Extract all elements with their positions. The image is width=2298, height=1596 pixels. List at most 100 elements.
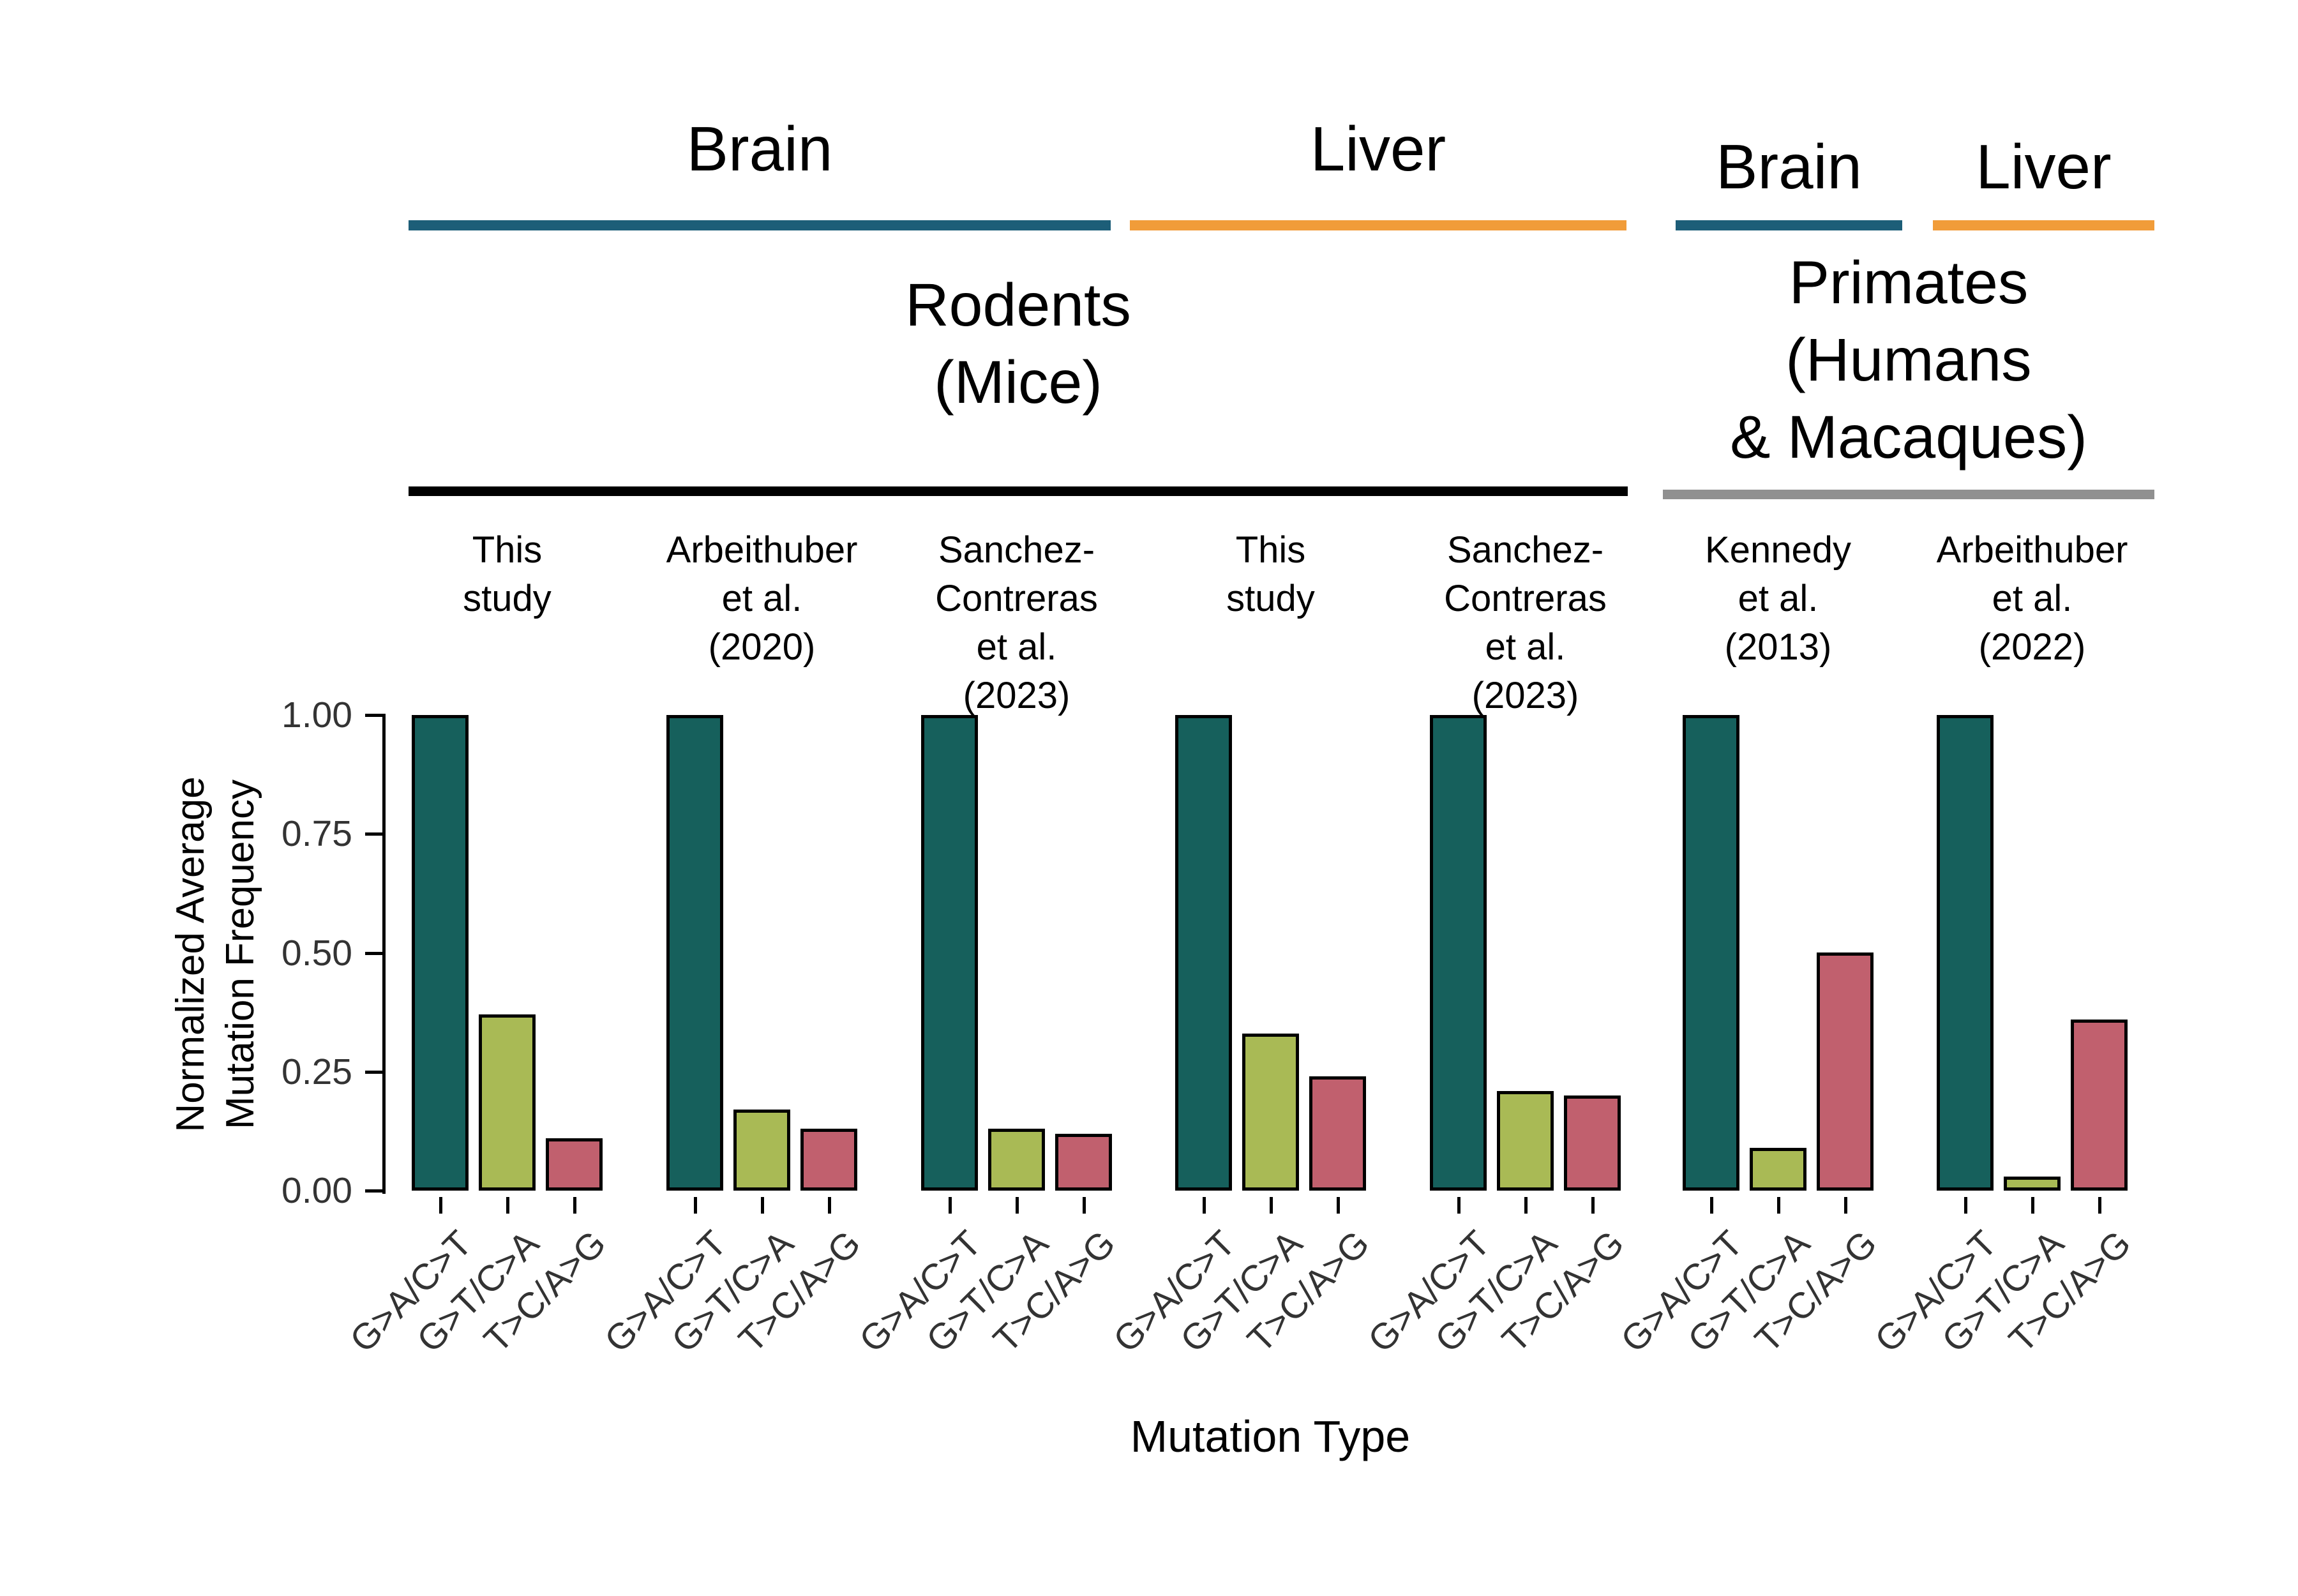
bar-ga-ct bbox=[1937, 715, 1994, 1191]
study-label-line: Arbeithuber bbox=[1936, 529, 2128, 571]
y-axis-tick bbox=[365, 1070, 384, 1074]
study-label: Kennedy et al. (2013) bbox=[1641, 526, 1916, 672]
study-label-line: (2013) bbox=[1724, 626, 1832, 668]
bar-gt-ca bbox=[1497, 1091, 1554, 1191]
x-axis-tick bbox=[1709, 1197, 1713, 1214]
x-axis-tick bbox=[1591, 1197, 1595, 1214]
study-label-line: Sanchez- bbox=[1446, 529, 1604, 571]
species-header-label: Primates (Humans & Macaques) bbox=[1663, 245, 2154, 476]
species-header-underline bbox=[409, 486, 1628, 496]
x-axis-tick bbox=[1964, 1197, 1967, 1214]
y-axis-title-line1: Normalized Average bbox=[169, 776, 213, 1133]
study-label-line: Sanchez- bbox=[938, 529, 1095, 571]
species-header-line: & Macaques) bbox=[1730, 403, 2087, 471]
bar-tc-ag bbox=[800, 1129, 857, 1191]
tissue-header-label: Brain bbox=[686, 114, 833, 184]
tissue-header-underline bbox=[1676, 220, 1902, 230]
x-axis-tick bbox=[948, 1197, 952, 1214]
bar-tc-ag bbox=[2071, 1020, 2128, 1191]
study-label-line: Contreras bbox=[935, 578, 1098, 619]
x-axis-tick bbox=[1015, 1197, 1019, 1214]
x-axis-title: Mutation Type bbox=[1130, 1412, 1411, 1461]
study-label-line: Arbeithuber bbox=[666, 529, 858, 571]
bar-ga-ct bbox=[1430, 715, 1487, 1191]
y-axis-tick bbox=[365, 951, 384, 955]
x-axis-tick bbox=[760, 1197, 764, 1214]
bar-ga-ct bbox=[412, 715, 469, 1191]
tissue-header-label: Liver bbox=[1310, 114, 1446, 184]
bar-tc-ag bbox=[1309, 1076, 1366, 1191]
x-axis-tick bbox=[1524, 1197, 1528, 1214]
study-label-line: (2023) bbox=[963, 675, 1070, 716]
study-label: This study bbox=[1134, 526, 1408, 623]
species-header-line: (Humans bbox=[1785, 326, 2032, 394]
study-label-line: et al. bbox=[976, 626, 1057, 668]
bar-gt-ca bbox=[733, 1110, 790, 1191]
x-axis-tick bbox=[573, 1197, 576, 1214]
study-label-line: study bbox=[463, 578, 552, 619]
x-axis-tick bbox=[1457, 1197, 1461, 1214]
bar-gt-ca bbox=[988, 1129, 1045, 1191]
y-axis-tick-label: 0.25 bbox=[282, 1051, 352, 1092]
study-label-line: et al. bbox=[721, 578, 802, 619]
study-label: Arbeithuber et al. (2020) bbox=[625, 526, 899, 672]
tissue-header-label: Brain bbox=[1716, 132, 1862, 202]
study-label-line: (2022) bbox=[1978, 626, 2086, 668]
study-label-line: et al. bbox=[1485, 626, 1566, 668]
study-label-line: study bbox=[1226, 578, 1315, 619]
tissue-header-label: Liver bbox=[1976, 132, 2112, 202]
x-axis-tick bbox=[827, 1197, 831, 1214]
bar-gt-ca bbox=[479, 1014, 536, 1191]
y-axis-tick bbox=[365, 714, 384, 717]
bar-gt-ca bbox=[2004, 1177, 2061, 1191]
species-header-line: Primates bbox=[1789, 249, 2029, 317]
y-axis-tick-label: 0.50 bbox=[282, 932, 352, 974]
tissue-header-underline bbox=[409, 220, 1111, 230]
study-label-line: et al. bbox=[1738, 578, 1819, 619]
species-header-underline bbox=[1663, 490, 2154, 499]
bar-tc-ag bbox=[1564, 1095, 1621, 1191]
study-label: This study bbox=[370, 526, 645, 623]
study-label: Sanchez- Contreras et al. (2023) bbox=[1388, 526, 1663, 720]
x-axis-tick bbox=[1776, 1197, 1780, 1214]
species-header-line: (Mice) bbox=[934, 349, 1102, 416]
x-axis-tick bbox=[1202, 1197, 1206, 1214]
y-axis-tick-label: 0.00 bbox=[282, 1170, 352, 1211]
tissue-header-underline bbox=[1933, 220, 2154, 230]
bar-ga-ct bbox=[1683, 715, 1739, 1191]
study-label: Sanchez- Contreras et al. (2023) bbox=[880, 526, 1154, 720]
study-label-line: Kennedy bbox=[1705, 529, 1851, 571]
bar-tc-ag bbox=[1055, 1134, 1112, 1191]
x-axis-tick bbox=[439, 1197, 442, 1214]
x-axis-tick bbox=[1269, 1197, 1273, 1214]
x-axis-tick bbox=[506, 1197, 509, 1214]
bar-ga-ct bbox=[666, 715, 723, 1191]
y-axis-tick bbox=[365, 1189, 384, 1193]
bar-tc-ag bbox=[1817, 952, 1874, 1191]
x-axis-tick bbox=[1844, 1197, 1847, 1214]
study-label-line: This bbox=[1235, 529, 1306, 571]
x-axis-tick bbox=[2031, 1197, 2034, 1214]
study-label-line: et al. bbox=[1992, 578, 2073, 619]
x-axis-tick bbox=[1336, 1197, 1340, 1214]
bar-gt-ca bbox=[1750, 1148, 1806, 1191]
y-axis-tick-label: 0.75 bbox=[282, 813, 352, 855]
y-axis-tick bbox=[365, 832, 384, 836]
study-label: Arbeithuber et al. (2022) bbox=[1895, 526, 2170, 672]
bar-ga-ct bbox=[921, 715, 978, 1191]
x-axis-tick bbox=[1082, 1197, 1086, 1214]
bar-gt-ca bbox=[1242, 1034, 1299, 1191]
bar-tc-ag bbox=[546, 1138, 603, 1191]
tissue-header-underline bbox=[1130, 220, 1626, 230]
bar-ga-ct bbox=[1175, 715, 1232, 1191]
x-axis-tick bbox=[2098, 1197, 2101, 1214]
study-label-line: (2020) bbox=[708, 626, 816, 668]
species-header-label: Rodents (Mice) bbox=[409, 267, 1628, 421]
study-label-line: Contreras bbox=[1444, 578, 1607, 619]
y-axis-tick-label: 1.00 bbox=[282, 695, 352, 735]
study-label-line: This bbox=[472, 529, 543, 571]
species-header-line: Rodents bbox=[905, 271, 1131, 339]
study-label-line: (2023) bbox=[1471, 675, 1579, 716]
x-axis-tick bbox=[693, 1197, 697, 1214]
